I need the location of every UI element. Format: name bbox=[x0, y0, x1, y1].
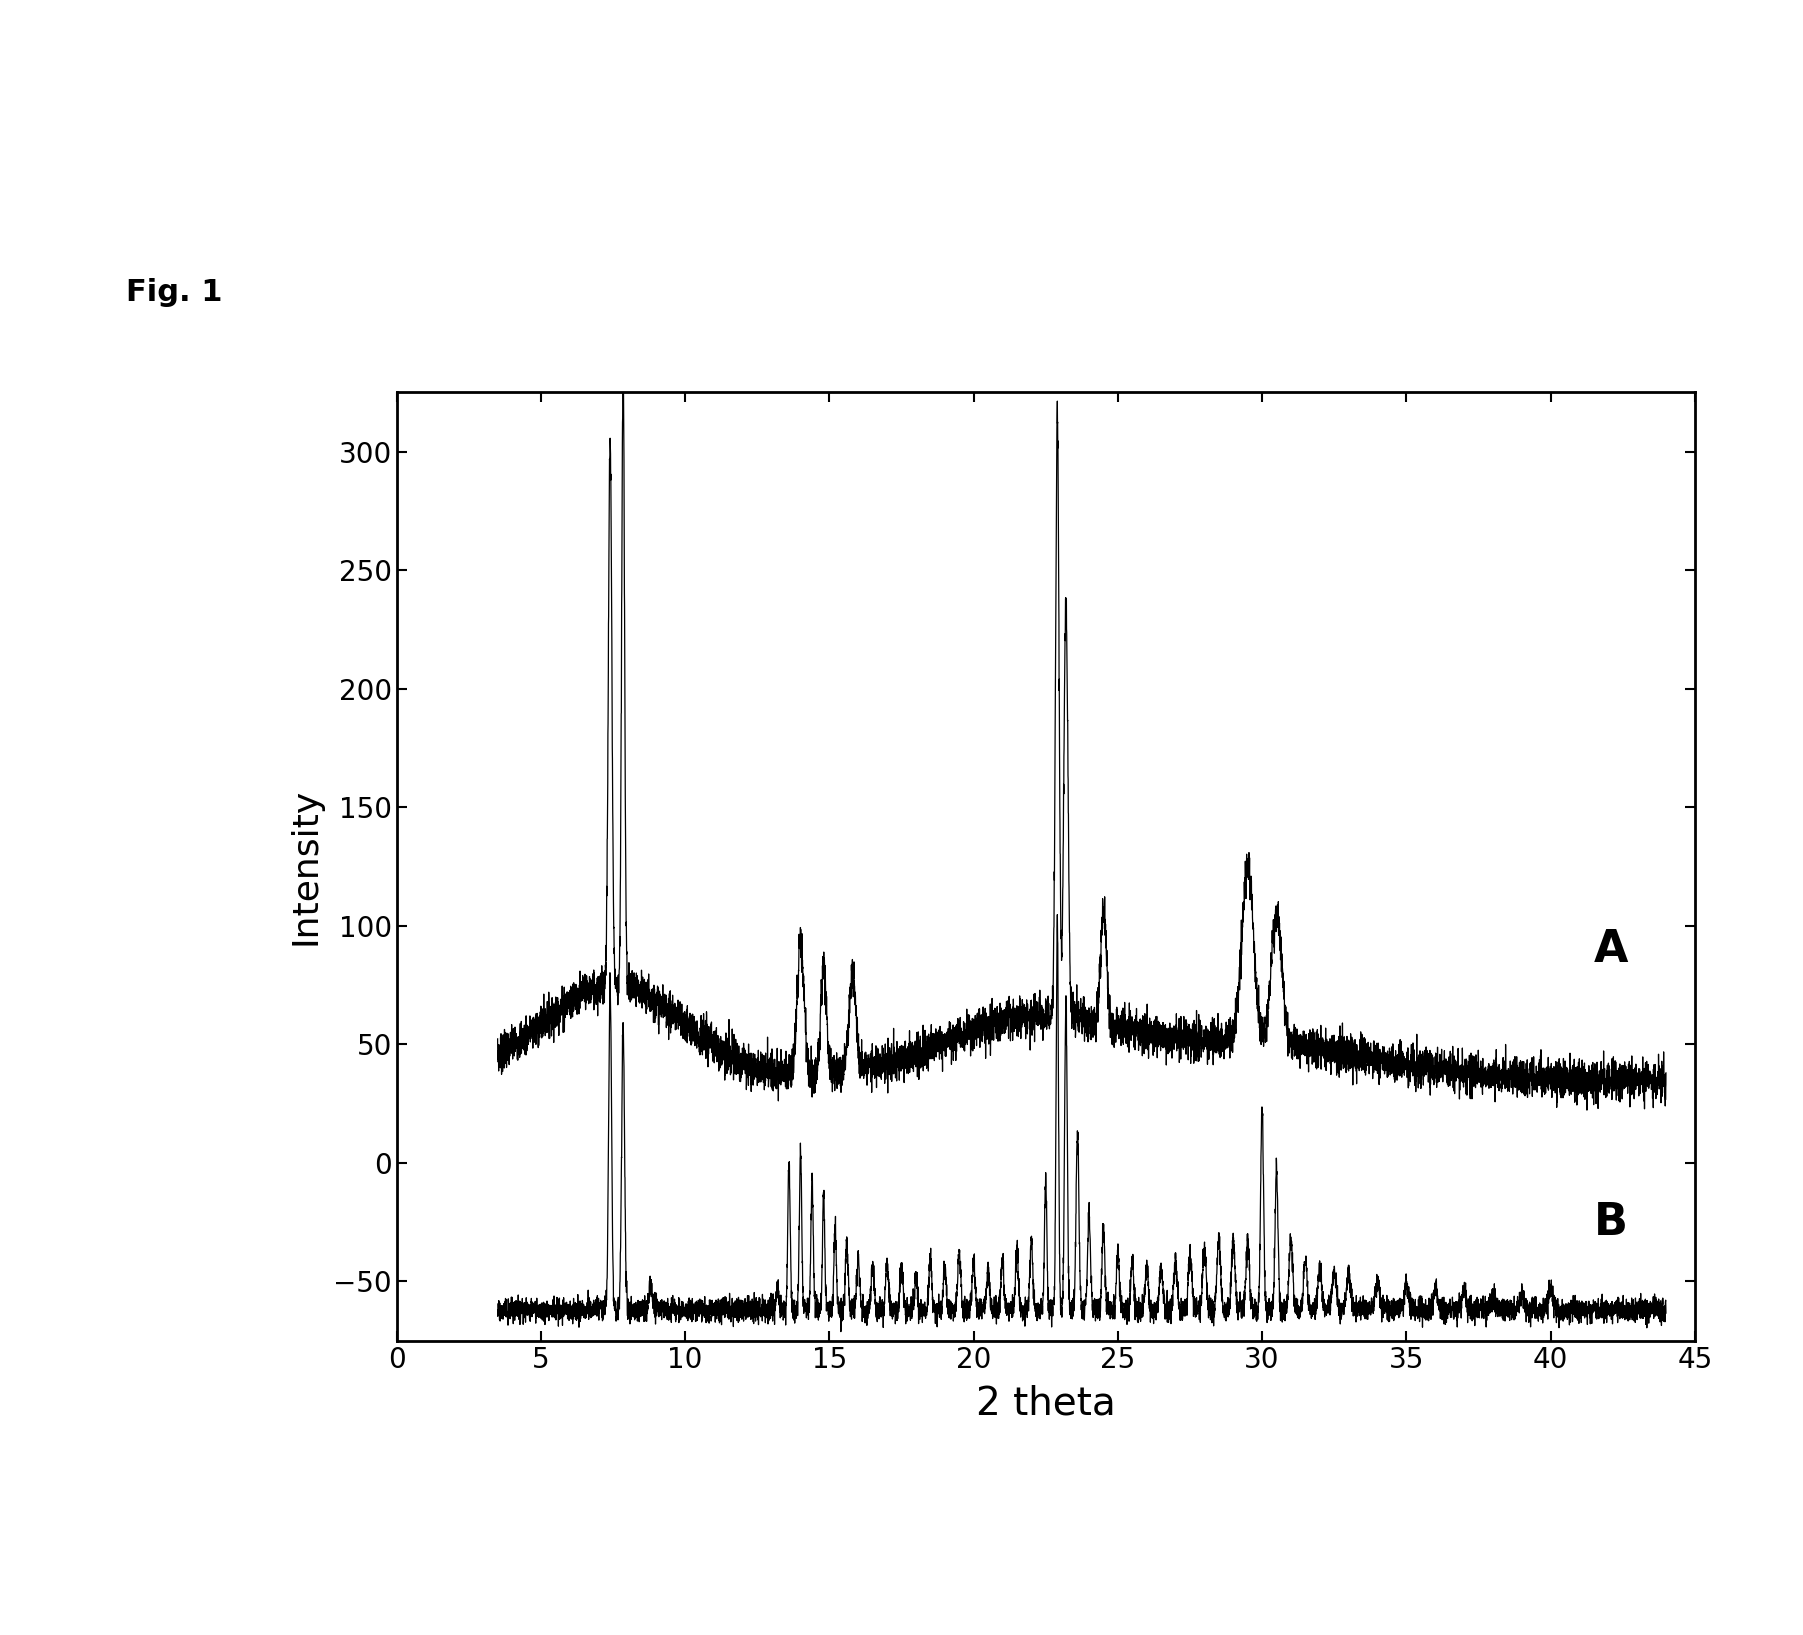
Text: A: A bbox=[1594, 929, 1628, 971]
Y-axis label: Intensity: Intensity bbox=[288, 788, 323, 945]
Text: B: B bbox=[1594, 1200, 1628, 1244]
Text: Fig. 1: Fig. 1 bbox=[126, 278, 224, 307]
X-axis label: 2 theta: 2 theta bbox=[975, 1385, 1116, 1422]
